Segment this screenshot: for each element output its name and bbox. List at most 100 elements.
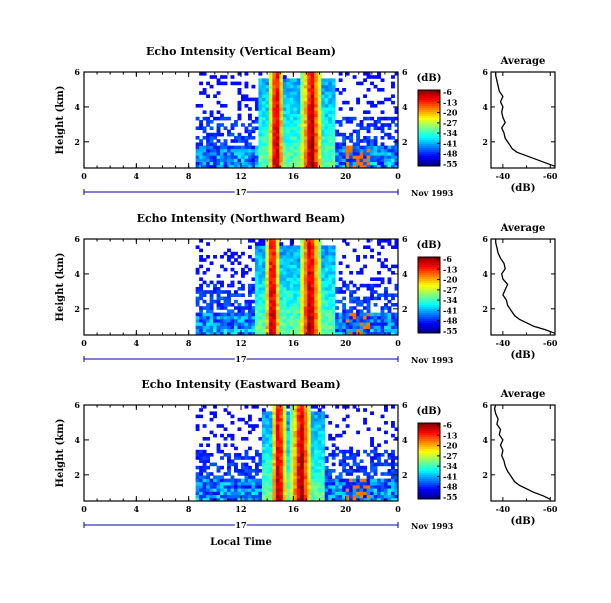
echo-cell [387, 97, 392, 102]
echo-cell [342, 152, 347, 156]
echo-cell [296, 245, 301, 249]
echo-cell [331, 449, 336, 454]
echo-cell [300, 424, 305, 428]
echo-cell [268, 421, 273, 425]
echo-cell [237, 72, 242, 76]
echo-cell [206, 331, 210, 336]
echo-cell [275, 255, 280, 259]
echo-cell [335, 322, 340, 326]
echo-cell [209, 494, 214, 499]
echo-cell [223, 481, 228, 486]
echo-cell [380, 494, 385, 499]
echo-cell [310, 296, 315, 301]
echo-cell [321, 411, 326, 415]
echo-cell [314, 116, 319, 121]
echo-cell [279, 481, 284, 486]
echo-cell [216, 491, 221, 495]
echo-cell [254, 145, 259, 150]
echo-cell [289, 116, 294, 121]
echo-cell [216, 129, 221, 134]
echo-cell [359, 81, 364, 86]
echo-cell [244, 148, 249, 153]
echo-cell [251, 494, 256, 499]
echo-cell [216, 139, 221, 143]
echo-cell [241, 161, 245, 166]
echo-cell [279, 322, 284, 326]
echo-cell [220, 296, 224, 301]
echo-cell [314, 491, 319, 495]
echo-cell [244, 325, 249, 329]
echo-cell [324, 94, 329, 98]
echo-cell [366, 164, 371, 169]
echo-cell [387, 469, 392, 473]
echo-cell [342, 283, 347, 288]
echo-cell [310, 481, 315, 486]
echo-cell [244, 104, 249, 108]
echo-cell [300, 91, 305, 95]
echo-cell [321, 155, 326, 159]
echo-cell [366, 306, 371, 310]
echo-cell [314, 421, 319, 425]
echo-cell [342, 142, 347, 146]
x-tick-label: 0 [81, 338, 87, 348]
echo-cell [279, 491, 284, 495]
echo-cell [349, 315, 354, 320]
echo-cell [314, 94, 319, 98]
echo-cell [272, 414, 277, 419]
echo-cell [265, 120, 270, 124]
echo-cell [247, 123, 252, 127]
echo-cell [289, 437, 294, 441]
echo-cell [373, 312, 378, 317]
echo-cell [296, 481, 301, 486]
echo-cell [328, 319, 333, 323]
echo-cell [314, 152, 319, 156]
echo-cell [209, 293, 214, 297]
echo-cell [296, 469, 301, 473]
echo-cell [234, 462, 238, 467]
echo-cell [279, 421, 284, 425]
echo-cell [338, 123, 343, 127]
echo-cell [377, 488, 381, 492]
echo-cell [356, 145, 361, 150]
echo-cell [352, 319, 357, 323]
echo-cell [268, 239, 273, 243]
echo-cell [328, 97, 333, 102]
echo-cell [289, 293, 294, 297]
echo-cell [321, 456, 326, 460]
echo-cell [324, 84, 329, 89]
echo-cell [328, 142, 333, 146]
echo-cell [272, 116, 277, 121]
echo-cell [254, 453, 259, 457]
echo-cell [384, 449, 388, 454]
echo-cell [272, 433, 277, 438]
echo-cell [261, 328, 266, 333]
echo-cell [247, 255, 252, 259]
echo-cell [310, 158, 315, 162]
echo-cell [384, 152, 388, 156]
echo-cell [265, 113, 270, 118]
echo-cell [289, 280, 294, 285]
echo-cell [363, 299, 367, 304]
echo-cell [202, 465, 207, 470]
echo-cell [296, 322, 301, 326]
echo-cell [268, 274, 273, 278]
profile-x-tick-label: -40 [496, 338, 511, 348]
echo-cell [331, 290, 336, 294]
echo-cell [335, 494, 340, 499]
colorbar-tick-label: -41 [443, 138, 457, 148]
echo-cell [251, 405, 256, 409]
colorbar-swatch [418, 325, 440, 328]
echo-cell [223, 158, 228, 162]
echo-cell [282, 437, 287, 441]
echo-cell [223, 139, 228, 143]
echo-cell [307, 113, 312, 118]
echo-cell [338, 312, 343, 317]
echo-cell [268, 91, 273, 95]
echo-cell [209, 303, 214, 307]
echo-cell [321, 319, 326, 323]
echo-cell [310, 120, 315, 124]
echo-cell [230, 459, 235, 463]
echo-cell [380, 322, 385, 326]
echo-cell [328, 136, 333, 140]
echo-cell [268, 158, 273, 162]
